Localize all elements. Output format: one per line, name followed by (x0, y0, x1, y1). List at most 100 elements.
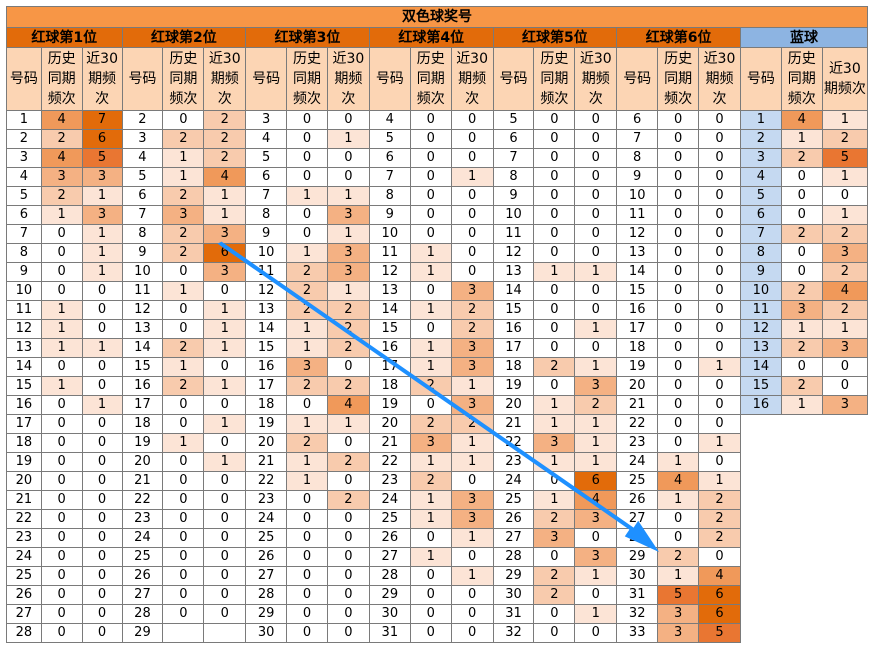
recent30-freq-cell: 0 (574, 129, 618, 149)
number-cell: 8 (739, 243, 782, 263)
number-cell: 10 (6, 281, 42, 301)
history-freq-header: 历史同期频次 (286, 47, 328, 111)
recent30-freq-cell: 2 (326, 319, 370, 339)
number-cell: 24 (492, 471, 535, 491)
recent30-freq-header: 近30期频次 (450, 47, 494, 111)
history-freq-cell: 0 (286, 205, 328, 225)
recent30-freq-cell: 3 (450, 509, 494, 529)
recent30-freq-cell: 3 (821, 243, 869, 263)
number-header: 号码 (245, 47, 288, 111)
number-cell: 14 (616, 262, 659, 282)
number-cell: 26 (245, 547, 288, 567)
history-freq-cell: 4 (40, 148, 83, 168)
number-cell: 13 (121, 319, 164, 339)
recent30-freq-cell: 0 (326, 566, 370, 586)
number-cell: 17 (121, 395, 164, 415)
recent30-freq-cell: 1 (574, 262, 618, 282)
number-cell: 21 (368, 433, 411, 453)
history-freq-cell: 0 (657, 186, 700, 206)
history-freq-cell: 1 (40, 300, 83, 320)
recent30-freq-cell: 1 (574, 433, 618, 453)
history-freq-cell: 0 (780, 243, 823, 263)
number-cell: 18 (245, 395, 288, 415)
recent30-freq-cell: 1 (450, 452, 494, 472)
history-freq-cell: 1 (286, 319, 328, 339)
history-freq-cell: 1 (409, 490, 452, 510)
history-freq-cell: 0 (40, 414, 83, 434)
number-cell: 26 (492, 509, 535, 529)
recent30-freq-cell: 1 (821, 110, 869, 130)
recent30-freq-cell: 2 (203, 148, 247, 168)
history-freq-cell: 3 (286, 357, 328, 377)
history-freq-cell: 0 (657, 110, 700, 130)
history-freq-cell: 0 (40, 566, 83, 586)
recent30-freq-header: 近30期频次 (574, 47, 618, 111)
history-freq-cell: 0 (286, 129, 328, 149)
history-freq-cell: 2 (40, 129, 83, 149)
recent30-freq-cell: 0 (450, 262, 494, 282)
number-cell: 29 (616, 547, 659, 567)
recent30-freq-cell: 0 (81, 281, 123, 301)
recent30-freq-cell: 0 (203, 585, 247, 605)
history-freq-cell: 0 (533, 129, 576, 149)
table-title: 双色球奖号 (6, 6, 868, 28)
recent30-freq-cell: 0 (450, 186, 494, 206)
number-cell: 12 (492, 243, 535, 263)
history-freq-cell: 0 (286, 148, 328, 168)
recent30-freq-cell: 1 (698, 357, 741, 377)
number-cell: 27 (121, 585, 164, 605)
number-cell: 21 (616, 395, 659, 415)
recent30-freq-cell: 1 (450, 433, 494, 453)
number-cell: 19 (616, 357, 659, 377)
recent30-freq-cell: 4 (326, 395, 370, 415)
table-row: 15 1 0 16 2 1 17 2 2 18 2 1 19 0 3 20 0 0 15 2 0 (6, 376, 869, 396)
number-header: 号码 (616, 47, 659, 111)
number-cell: 7 (616, 129, 659, 149)
history-freq-cell: 1 (533, 395, 576, 415)
recent30-freq-cell: 0 (81, 604, 123, 624)
number-cell: 12 (739, 319, 782, 339)
recent30-freq-cell: 0 (450, 243, 494, 263)
recent30-freq-cell: 0 (450, 604, 494, 624)
number-cell: 18 (121, 414, 164, 434)
number-cell: 30 (492, 585, 535, 605)
number-cell: 30 (245, 623, 288, 643)
number-cell: 32 (492, 623, 535, 643)
recent30-freq-cell: 1 (203, 319, 247, 339)
history-freq-cell: 1 (657, 452, 700, 472)
history-freq-cell: 0 (40, 281, 83, 301)
history-freq-cell: 0 (657, 509, 700, 529)
history-freq-cell: 1 (286, 414, 328, 434)
recent30-freq-cell: 0 (450, 110, 494, 130)
recent30-freq-cell: 3 (81, 205, 123, 225)
recent30-freq-cell: 2 (698, 490, 741, 510)
number-cell: 27 (6, 604, 42, 624)
number-cell: 18 (492, 357, 535, 377)
number-cell: 32 (616, 604, 659, 624)
history-freq-cell: 2 (162, 129, 205, 149)
title-row: 双色球奖号 (6, 6, 868, 28)
history-freq-cell: 0 (162, 319, 205, 339)
recent30-freq-cell: 2 (698, 528, 741, 548)
number-cell: 24 (6, 547, 42, 567)
history-freq-cell: 0 (409, 224, 452, 244)
recent30-freq-cell: 1 (326, 281, 370, 301)
recent30-freq-cell: 0 (698, 224, 741, 244)
number-cell: 5 (6, 186, 42, 206)
recent30-freq-cell: 0 (81, 566, 123, 586)
history-freq-cell: 0 (780, 186, 823, 206)
number-cell: 31 (492, 604, 535, 624)
table-row: 21 0 0 22 0 0 23 0 2 24 1 3 25 1 4 26 1 2 (6, 490, 868, 510)
recent30-freq-cell: 3 (450, 395, 494, 415)
recent30-freq-cell: 2 (326, 452, 370, 472)
number-cell: 17 (492, 338, 535, 358)
history-freq-cell: 1 (533, 262, 576, 282)
recent30-freq-cell: 0 (203, 471, 247, 491)
number-cell: 2 (739, 129, 782, 149)
history-freq-header: 历史同期频次 (780, 47, 823, 111)
history-freq-cell: 2 (162, 338, 205, 358)
recent30-freq-cell: 3 (574, 509, 618, 529)
recent30-freq-cell: 3 (203, 224, 247, 244)
recent30-freq-cell: 1 (574, 414, 618, 434)
number-cell: 9 (245, 224, 288, 244)
